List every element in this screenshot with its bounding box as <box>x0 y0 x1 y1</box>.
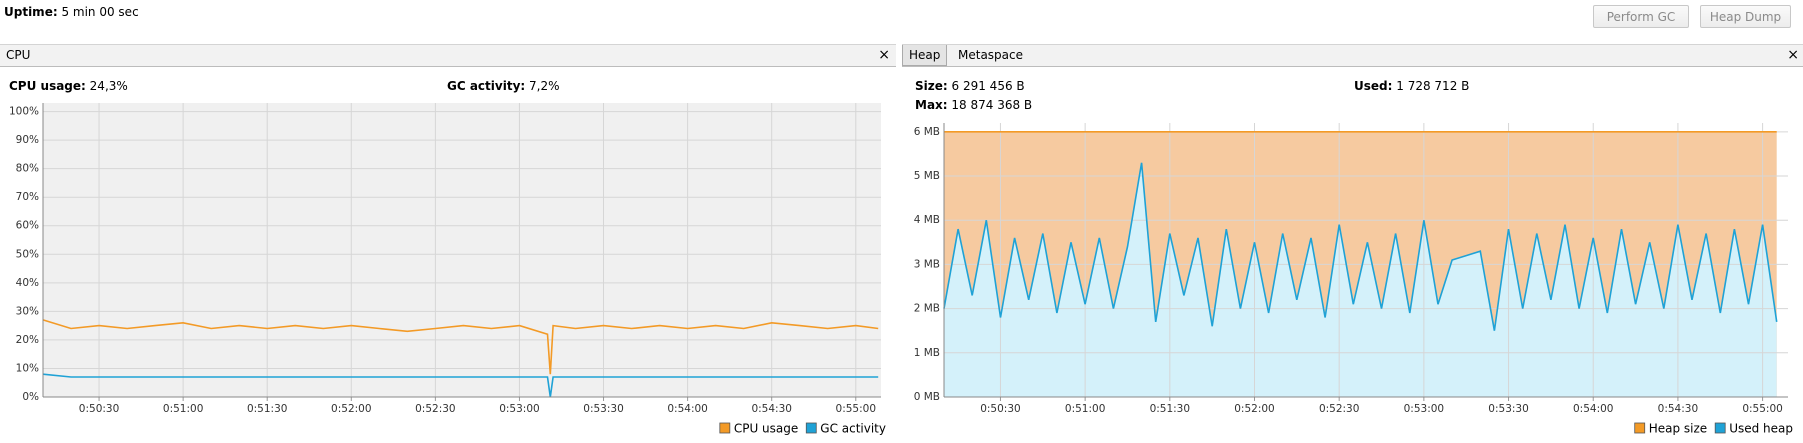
y-tick-label: 40% <box>16 277 39 289</box>
heap-dump-button[interactable]: Heap Dump <box>1700 5 1791 28</box>
stat-label: Size: <box>915 79 948 93</box>
heap-tabbar: Heap Metaspace × <box>902 44 1803 67</box>
series-line <box>943 162 1778 331</box>
x-tick-label: 0:53:30 <box>583 403 623 415</box>
x-tick-label: 0:52:00 <box>1234 403 1274 415</box>
legend-swatch <box>719 422 731 434</box>
legend-swatch <box>1714 422 1726 434</box>
x-tick-label: 0:53:30 <box>1488 403 1528 415</box>
y-tick-label: 20% <box>16 334 39 346</box>
stat-label: Used: <box>1354 79 1393 93</box>
y-tick-label: 80% <box>16 163 39 175</box>
uptime: Uptime: 5 min 00 sec <box>4 5 139 19</box>
legend-label: CPU usage <box>734 422 798 436</box>
x-tick-label: 0:54:00 <box>667 403 707 415</box>
legend-label: GC activity <box>820 422 886 436</box>
area-fill <box>944 162 1777 397</box>
y-tick-label: 6 MB <box>914 126 940 138</box>
stat-label: Max: <box>915 98 948 112</box>
y-tick-label: 0 MB <box>914 391 940 403</box>
size-stat: Size: 6 291 456 B <box>915 79 1025 93</box>
plot-background <box>43 103 881 397</box>
x-tick-label: 0:50:30 <box>980 403 1020 415</box>
y-tick-label: 5 MB <box>914 170 940 182</box>
x-tick-label: 0:54:00 <box>1573 403 1613 415</box>
stat-value: 6 291 456 B <box>951 79 1025 93</box>
legend-swatch <box>1634 422 1646 434</box>
x-tick-label: 0:55:00 <box>836 403 876 415</box>
max-stat: Max: 18 874 368 B <box>915 98 1032 112</box>
x-tick-label: 0:55:00 <box>1742 403 1782 415</box>
close-button[interactable]: × <box>878 47 890 63</box>
y-tick-label: 3 MB <box>914 258 940 270</box>
close-button[interactable]: × <box>1787 47 1799 63</box>
stat-label: CPU usage: <box>9 79 86 93</box>
y-tick-label: 2 MB <box>914 303 940 315</box>
y-tick-label: 90% <box>16 134 39 146</box>
used-stat: Used: 1 728 712 B <box>1354 79 1469 93</box>
uptime-label: Uptime: <box>4 5 58 19</box>
stat-value: 7,2% <box>529 79 560 93</box>
cpu-usage-stat: CPU usage: 24,3% <box>9 79 128 93</box>
x-tick-label: 0:52:00 <box>331 403 371 415</box>
y-tick-label: 60% <box>16 220 39 232</box>
legend-label: Used heap <box>1729 422 1793 436</box>
x-tick-label: 0:54:30 <box>751 403 791 415</box>
y-tick-label: 1 MB <box>914 347 940 359</box>
perform-gc-button[interactable]: Perform GC <box>1593 5 1689 28</box>
x-tick-label: 0:54:30 <box>1658 403 1698 415</box>
cpu-tab[interactable]: CPU <box>6 48 31 62</box>
x-tick-label: 0:50:30 <box>79 403 119 415</box>
x-tick-label: 0:51:30 <box>247 403 287 415</box>
gc-activity-stat: GC activity: 7,2% <box>447 79 560 93</box>
x-tick-label: 0:51:00 <box>163 403 203 415</box>
legend-label: Heap size <box>1649 422 1707 436</box>
legend-swatch <box>805 422 817 434</box>
y-tick-label: 50% <box>16 248 39 260</box>
cpu-tabbar: CPU × <box>0 44 896 67</box>
y-tick-label: 0% <box>22 391 39 403</box>
y-tick-label: 30% <box>16 305 39 317</box>
y-tick-label: 70% <box>16 191 39 203</box>
x-tick-label: 0:52:30 <box>1319 403 1359 415</box>
y-tick-label: 10% <box>16 362 39 374</box>
x-tick-label: 0:51:30 <box>1150 403 1190 415</box>
series-line <box>42 373 879 398</box>
heap-tab[interactable]: Heap <box>902 45 948 66</box>
x-tick-label: 0:53:00 <box>1404 403 1444 415</box>
metaspace-tab[interactable]: Metaspace <box>958 48 1023 62</box>
x-tick-label: 0:52:30 <box>415 403 455 415</box>
stat-value: 1 728 712 B <box>1396 79 1470 93</box>
x-tick-label: 0:53:00 <box>499 403 539 415</box>
series-line <box>42 319 879 375</box>
x-tick-label: 0:51:00 <box>1065 403 1105 415</box>
stat-value: 24,3% <box>89 79 128 93</box>
stat-label: GC activity: <box>447 79 526 93</box>
uptime-value: 5 min 00 sec <box>61 5 139 19</box>
y-tick-label: 4 MB <box>914 214 940 226</box>
stat-value: 18 874 368 B <box>951 98 1033 112</box>
y-tick-label: 100% <box>9 106 39 118</box>
